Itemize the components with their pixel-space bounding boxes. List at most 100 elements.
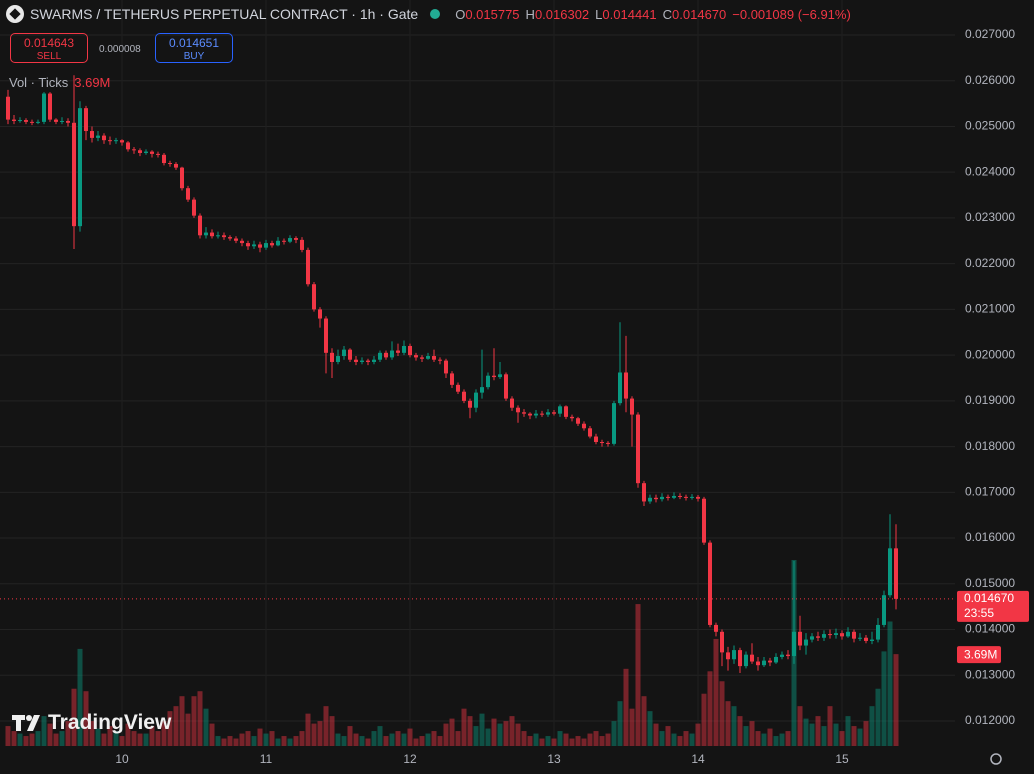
- candle-body: [876, 624, 880, 640]
- volume-bar: [689, 733, 695, 746]
- candle-body: [750, 654, 754, 662]
- volume-bar: [827, 706, 833, 746]
- candle-body: [588, 428, 592, 437]
- candle-body: [702, 498, 706, 543]
- candle-body: [654, 497, 658, 500]
- volume-bar: [263, 733, 269, 746]
- volume-bar: [167, 711, 173, 746]
- y-tick-label: 0.017000: [965, 484, 1015, 498]
- candle-body: [762, 660, 766, 666]
- volume-bar: [371, 731, 377, 746]
- volume-bar: [83, 691, 89, 746]
- candle-body: [84, 108, 88, 132]
- candle-body: [330, 352, 334, 362]
- x-tick-label: 15: [835, 752, 849, 766]
- volume-bar: [755, 731, 761, 746]
- volume-bar: [887, 621, 893, 746]
- volume-bar: [737, 716, 743, 746]
- y-tick-label: 0.013000: [965, 667, 1015, 681]
- candle-body: [666, 496, 670, 498]
- volume-bar: [77, 648, 83, 746]
- candle-body: [882, 595, 886, 625]
- candle-body: [738, 650, 742, 667]
- volume-bar: [35, 731, 41, 746]
- candle-body: [834, 633, 838, 636]
- volume-bar: [653, 723, 659, 746]
- candle-body: [720, 631, 724, 653]
- candle-body: [564, 406, 568, 417]
- candle-body: [492, 375, 496, 378]
- volume-bar: [311, 723, 317, 746]
- price-tag-countdown: 23:55: [964, 606, 994, 620]
- candle-body: [570, 416, 574, 419]
- volume-bar: [659, 731, 665, 746]
- settings-icon[interactable]: [990, 753, 1002, 765]
- symbol[interactable]: SWARMS / TETHERUS PERPETUAL CONTRACT · 1…: [30, 6, 419, 22]
- candle-body: [60, 120, 64, 122]
- candle-body: [18, 120, 22, 122]
- volume-bar: [491, 718, 497, 746]
- candle-body: [546, 412, 550, 415]
- candle-body: [384, 352, 388, 358]
- candle-body: [276, 240, 280, 246]
- volume-bar: [395, 731, 401, 746]
- candle-body: [318, 309, 322, 319]
- candle-body: [684, 496, 688, 498]
- candle-body: [462, 391, 466, 401]
- candle-body: [378, 352, 382, 360]
- volume-bar: [389, 733, 395, 746]
- volume-bar: [551, 738, 557, 746]
- volume-bar: [281, 736, 287, 746]
- volume-bar: [5, 726, 11, 746]
- watermark-text: TradingView: [48, 711, 172, 734]
- candle-body: [24, 120, 28, 122]
- volume-bar: [839, 731, 845, 746]
- candle-body: [648, 497, 652, 502]
- candle-body: [852, 631, 856, 639]
- candle-body: [894, 548, 898, 599]
- ohlc-key: O: [455, 6, 466, 22]
- candle-body: [504, 374, 508, 399]
- volume-bar: [341, 736, 347, 746]
- volume-bar: [605, 733, 611, 746]
- volume-bar: [269, 731, 275, 746]
- candle-body: [342, 349, 346, 357]
- candle-body: [792, 631, 796, 657]
- volume-bar: [227, 736, 233, 746]
- candle-body: [696, 496, 700, 499]
- candle-body: [756, 661, 760, 666]
- candle-body: [252, 244, 256, 247]
- volume-bar: [665, 726, 671, 746]
- candle-body: [114, 140, 118, 142]
- buy-button[interactable]: 0.014651 BUY: [155, 33, 233, 63]
- ohlc-value: 0.014441: [602, 6, 657, 22]
- header: SWARMS / TETHERUS PERPETUAL CONTRACT · 1…: [6, 5, 851, 23]
- candle-body: [414, 355, 418, 358]
- candle-body: [294, 238, 298, 240]
- candle-body: [804, 639, 808, 646]
- volume-title: Vol · Ticks: [9, 75, 69, 90]
- volume-bar: [221, 738, 227, 746]
- sell-button[interactable]: 0.014643 SELL: [10, 33, 88, 63]
- candle-body: [822, 634, 826, 638]
- volume-bar: [797, 706, 803, 746]
- volume-bar: [149, 726, 155, 746]
- volume-bar: [875, 688, 881, 746]
- volume-bar: [425, 733, 431, 746]
- volume-bar: [185, 713, 191, 746]
- volume-bar: [23, 736, 29, 746]
- candle-body: [456, 384, 460, 392]
- volume-last: 3.69M: [74, 75, 111, 90]
- volume-bar: [731, 706, 737, 746]
- candle-body: [636, 414, 640, 484]
- candle-body: [534, 413, 538, 416]
- volume-bar: [863, 721, 869, 746]
- volume-bar: [683, 731, 689, 746]
- volume-bar: [449, 718, 455, 746]
- y-tick-label: 0.019000: [965, 393, 1015, 407]
- ohlc-key: C: [662, 6, 673, 22]
- volume-bar: [749, 721, 755, 746]
- candle-body: [732, 650, 736, 660]
- candle-body: [300, 239, 304, 250]
- candle-body: [888, 548, 892, 596]
